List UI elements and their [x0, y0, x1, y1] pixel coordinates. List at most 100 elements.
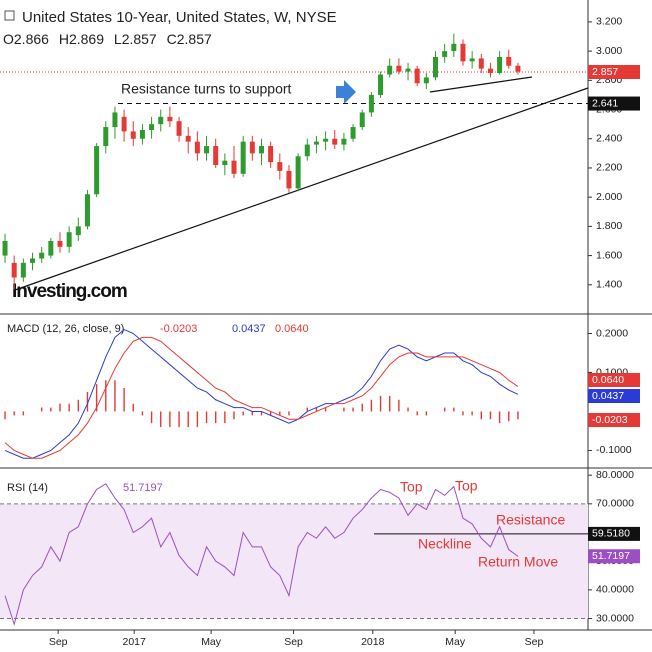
macd-line — [4, 336, 519, 459]
macd-histogram-bar — [196, 411, 199, 428]
price-tag-label: 2.641 — [592, 97, 618, 109]
x-tick-label: Sep — [49, 636, 68, 648]
candle-body — [30, 258, 36, 263]
ohlc-label: O — [3, 31, 14, 47]
annotation: Top — [455, 478, 478, 494]
macd-histogram-bar — [343, 407, 345, 412]
y-tick-label: 70.0000 — [596, 498, 634, 510]
price-tag — [588, 65, 640, 80]
candle-body — [304, 144, 310, 157]
macd-histogram-bar — [370, 399, 373, 412]
macd-histogram-bar — [471, 411, 473, 416]
candle-body — [39, 252, 45, 259]
candle-body — [451, 43, 457, 52]
macd-value: 0.0437 — [232, 323, 266, 335]
candle-body — [194, 141, 200, 154]
watermark: Investing.com — [12, 281, 127, 302]
candle-body — [414, 68, 420, 84]
macd-histogram-bar — [160, 411, 162, 428]
candle-body — [359, 112, 365, 128]
candle-body — [277, 162, 283, 171]
candle-body — [405, 68, 411, 72]
candle-body — [57, 240, 63, 247]
candle-body — [469, 58, 475, 62]
y-tick-label: 30.0000 — [596, 612, 634, 624]
candle-body — [323, 138, 329, 142]
macd-histogram-bar — [279, 411, 281, 416]
macd-histogram-bar — [407, 407, 409, 412]
candle-body — [268, 146, 274, 163]
candle-body — [149, 124, 155, 130]
candle-body — [295, 156, 301, 189]
candle-body — [112, 112, 118, 128]
ohlc: O2.866 H2.869 L2.857 C2.857 — [3, 31, 212, 47]
candle-body — [286, 170, 292, 189]
candle-body — [332, 138, 338, 145]
macd-histogram-bar — [306, 407, 308, 412]
price-tag — [588, 389, 640, 403]
x-tick-label: 2018 — [361, 636, 385, 648]
macd-histogram-bar — [13, 411, 15, 416]
price-tag-label: -0.0203 — [592, 414, 628, 426]
collapse-icon[interactable] — [4, 10, 15, 21]
candle-body — [130, 131, 136, 139]
macd-histogram-bar — [233, 411, 235, 420]
macd-value: -0.0203 — [160, 323, 197, 335]
candle-body — [442, 51, 448, 57]
candle-body — [313, 141, 319, 145]
y-tick-label: 1.400 — [596, 279, 622, 291]
candle-body — [506, 56, 512, 66]
candle-body — [368, 94, 374, 113]
macd-histogram-bar — [224, 411, 226, 424]
macd-histogram-bar — [150, 411, 153, 424]
annotation: Return Move — [478, 554, 558, 570]
candle-body — [396, 65, 402, 72]
macd-histogram-bar — [517, 411, 519, 420]
macd-histogram-bar — [489, 411, 492, 420]
rsi-band — [0, 503, 588, 619]
macd-value: 0.0640 — [275, 323, 309, 335]
candle-body — [176, 121, 182, 136]
candle-body — [84, 194, 90, 227]
macd-histogram-bar — [169, 411, 171, 428]
candle-body — [11, 262, 17, 278]
macd-histogram-bar — [50, 407, 52, 412]
ohlc-value: 2.866 — [14, 31, 49, 47]
ohlc-value: 2.857 — [177, 31, 212, 47]
candle-body — [204, 146, 210, 154]
macd-histogram-bar — [361, 403, 363, 412]
ohlc-value: 2.857 — [122, 31, 157, 47]
y-tick-label: 3.000 — [596, 45, 622, 57]
price-tag-label: 0.0640 — [592, 374, 624, 386]
price-tag — [588, 549, 640, 564]
candle-body — [20, 262, 26, 278]
macd-histogram-bar — [453, 407, 455, 412]
macd-histogram-bar — [288, 411, 290, 416]
annotation: Top — [400, 479, 423, 495]
candle-body — [139, 129, 145, 139]
x-tick-label: Sep — [284, 636, 303, 648]
macd-histogram-bar — [480, 411, 482, 420]
candle-body — [249, 141, 255, 154]
annotation: Resistance — [496, 512, 565, 528]
y-tick-label: 0.2000 — [596, 327, 628, 339]
macd-histogram-bar — [425, 411, 428, 416]
macd-histogram-bar — [508, 411, 510, 422]
macd-histogram-bar — [132, 403, 134, 412]
macd-histogram-bar — [315, 407, 318, 412]
macd-line — [4, 329, 519, 459]
price-tag — [588, 526, 640, 541]
macd-histogram-bar — [416, 411, 418, 416]
x-tick-label: May — [445, 636, 466, 648]
candle-body — [515, 65, 521, 72]
trend-line — [429, 76, 533, 93]
macd-histogram-bar — [187, 411, 189, 428]
candle-body — [48, 240, 54, 256]
macd-title: MACD (12, 26, close, 9) — [7, 323, 124, 335]
y-tick-label: 1.600 — [596, 249, 622, 261]
candle-body — [2, 240, 8, 256]
annotation: Resistance turns to support — [121, 81, 292, 97]
y-tick-label: -0.1000 — [596, 444, 632, 456]
y-tick-label: 80.0000 — [596, 469, 634, 481]
